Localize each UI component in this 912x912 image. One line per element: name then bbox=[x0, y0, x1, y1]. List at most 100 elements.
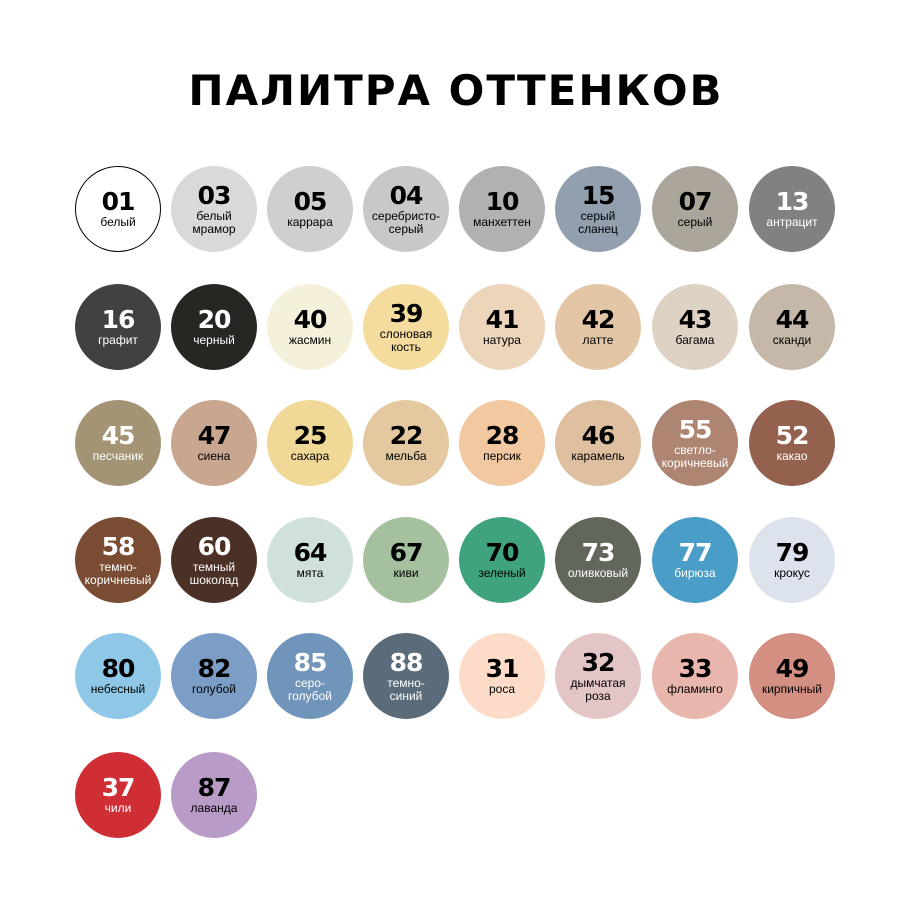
swatch-code: 87 bbox=[197, 773, 232, 802]
swatch-code: 55 bbox=[678, 414, 713, 444]
swatch-code: 79 bbox=[775, 538, 810, 567]
color-swatch-16: 16 графит bbox=[75, 284, 161, 370]
swatch-name: серебристо- серый bbox=[371, 208, 441, 236]
swatch-name: графит bbox=[98, 333, 138, 347]
color-swatch-55: 55 светло- коричневый bbox=[652, 400, 738, 486]
swatch-code: 77 bbox=[678, 538, 713, 567]
color-swatch-28: 28 персик bbox=[459, 400, 545, 486]
swatch-name: киви bbox=[393, 566, 419, 580]
swatch-code: 37 bbox=[101, 773, 136, 802]
swatch-code: 05 bbox=[293, 187, 328, 216]
color-swatch-85: 85 серо- голубой bbox=[267, 633, 353, 719]
swatch-name: мята bbox=[296, 566, 324, 580]
color-swatch-43: 43 багама bbox=[652, 284, 738, 370]
swatch-name: какао bbox=[776, 449, 808, 463]
swatch-name: белый мрамор bbox=[192, 208, 236, 236]
color-swatch-77: 77 бирюза bbox=[652, 517, 738, 603]
swatch-code: 88 bbox=[389, 647, 424, 677]
swatch-code: 31 bbox=[485, 654, 520, 683]
swatch-name: натура bbox=[483, 333, 521, 347]
color-swatch-46: 46 карамель bbox=[555, 400, 641, 486]
color-swatch-22: 22 мельба bbox=[363, 400, 449, 486]
swatch-code: 10 bbox=[485, 187, 520, 216]
color-swatch-25: 25 сахара bbox=[267, 400, 353, 486]
swatch-name: сканди bbox=[772, 333, 812, 347]
page-title: ПАЛИТРА ОТТЕНКОВ bbox=[188, 66, 724, 115]
swatch-code: 46 bbox=[581, 421, 616, 450]
swatch-code: 60 bbox=[197, 531, 232, 561]
color-swatch-04: 04 серебристо- серый bbox=[363, 166, 449, 252]
swatch-name: небесный bbox=[90, 682, 146, 696]
swatch-name: бирюза bbox=[674, 566, 716, 580]
swatch-code: 80 bbox=[101, 654, 136, 683]
color-swatch-80: 80 небесный bbox=[75, 633, 161, 719]
swatch-name: персик bbox=[483, 449, 521, 463]
swatch-name: дымчатая роза bbox=[570, 675, 626, 703]
color-swatch-01: 01 белый bbox=[75, 166, 161, 252]
swatch-code: 04 bbox=[389, 180, 424, 210]
swatch-code: 01 bbox=[101, 187, 136, 216]
swatch-name: каррара bbox=[287, 215, 333, 229]
color-swatch-49: 49 кирпичный bbox=[749, 633, 835, 719]
swatch-code: 15 bbox=[581, 180, 616, 210]
swatch-name: фламинго bbox=[667, 682, 723, 696]
swatch-name: песчаник bbox=[92, 449, 144, 463]
swatch-code: 28 bbox=[485, 421, 520, 450]
swatch-code: 44 bbox=[775, 305, 810, 334]
swatch-code: 52 bbox=[775, 421, 810, 450]
swatch-name: чили bbox=[104, 801, 132, 815]
color-swatch-87: 87 лаванда bbox=[171, 752, 257, 838]
color-swatch-20: 20 черный bbox=[171, 284, 257, 370]
color-swatch-60: 60 темный шоколад bbox=[171, 517, 257, 603]
color-swatch-15: 15 серый сланец bbox=[555, 166, 641, 252]
swatch-name: зеленый bbox=[478, 566, 526, 580]
swatch-name: роса bbox=[488, 682, 516, 696]
color-swatch-58: 58 темно- коричневый bbox=[75, 517, 161, 603]
swatch-code: 82 bbox=[197, 654, 232, 683]
swatch-name: голубой bbox=[192, 682, 236, 696]
swatch-code: 64 bbox=[293, 538, 328, 567]
color-swatch-10: 10 манхеттен bbox=[459, 166, 545, 252]
swatch-name: темно- коричневый bbox=[84, 559, 152, 587]
swatch-name: манхеттен bbox=[473, 215, 531, 229]
color-swatch-05: 05 каррара bbox=[267, 166, 353, 252]
swatch-code: 42 bbox=[581, 305, 616, 334]
swatch-code: 41 bbox=[485, 305, 520, 334]
swatch-name: лаванда bbox=[190, 801, 238, 815]
swatch-code: 70 bbox=[485, 538, 520, 567]
swatch-name: жасмин bbox=[288, 333, 332, 347]
swatch-code: 85 bbox=[293, 647, 328, 677]
color-swatch-32: 32 дымчатая роза bbox=[555, 633, 641, 719]
swatch-name: антрацит bbox=[766, 215, 818, 229]
color-swatch-44: 44 сканди bbox=[749, 284, 835, 370]
color-swatch-07: 07 серый bbox=[652, 166, 738, 252]
color-swatch-41: 41 натура bbox=[459, 284, 545, 370]
swatch-name: багама bbox=[675, 333, 715, 347]
swatch-name: карамель bbox=[571, 449, 625, 463]
swatch-code: 03 bbox=[197, 180, 232, 210]
swatch-code: 32 bbox=[581, 647, 616, 677]
swatch-name: кирпичный bbox=[761, 682, 823, 696]
color-swatch-52: 52 какао bbox=[749, 400, 835, 486]
color-swatch-31: 31 роса bbox=[459, 633, 545, 719]
swatch-name: латте bbox=[582, 333, 614, 347]
swatch-code: 45 bbox=[101, 421, 136, 450]
color-swatch-79: 79 крокус bbox=[749, 517, 835, 603]
swatch-code: 47 bbox=[197, 421, 232, 450]
swatch-code: 49 bbox=[775, 654, 810, 683]
swatch-name: светло- коричневый bbox=[661, 442, 729, 470]
swatch-name: сиена bbox=[197, 449, 231, 463]
swatch-name: крокус bbox=[774, 566, 810, 580]
swatch-name: серо- голубой bbox=[288, 675, 332, 703]
color-swatch-70: 70 зеленый bbox=[459, 517, 545, 603]
color-swatch-47: 47 сиена bbox=[171, 400, 257, 486]
color-swatch-40: 40 жасмин bbox=[267, 284, 353, 370]
swatch-name: слоновая кость bbox=[379, 326, 433, 354]
swatch-name: серый bbox=[677, 215, 713, 229]
swatch-name: черный bbox=[193, 333, 235, 347]
swatch-code: 22 bbox=[389, 421, 424, 450]
color-swatch-13: 13 антрацит bbox=[749, 166, 835, 252]
swatch-name: сахара bbox=[290, 449, 330, 463]
color-swatch-33: 33 фламинго bbox=[652, 633, 738, 719]
swatch-code: 73 bbox=[581, 538, 616, 567]
